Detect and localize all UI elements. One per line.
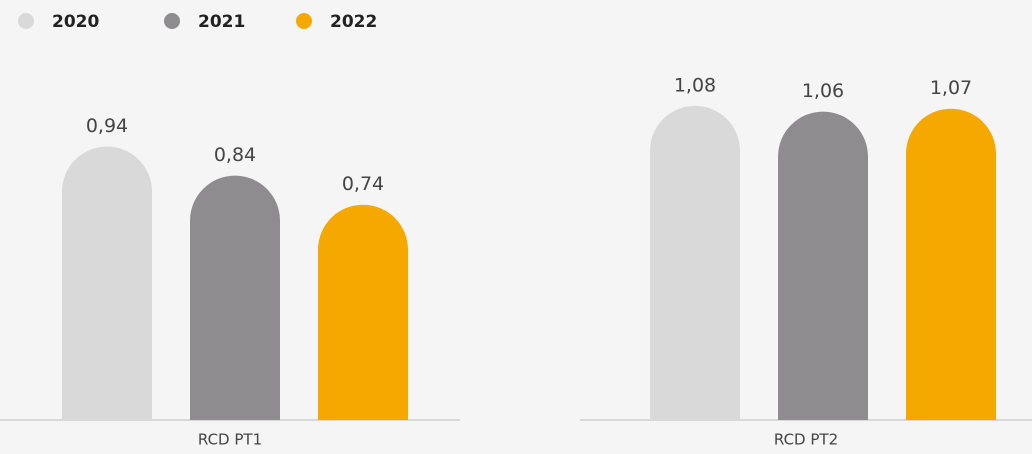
legend-label: 2022 xyxy=(330,12,377,32)
value-label: 1,06 xyxy=(802,80,844,102)
legend-label: 2021 xyxy=(198,12,245,32)
legend-label: 2020 xyxy=(52,12,99,32)
legend-swatch xyxy=(296,13,312,29)
bar xyxy=(190,175,280,420)
category-label: RCD PT1 xyxy=(198,431,262,449)
bar xyxy=(906,108,996,420)
bar xyxy=(62,146,152,420)
value-label: 0,94 xyxy=(86,115,128,137)
legend-swatch xyxy=(164,13,180,29)
category-label: RCD PT2 xyxy=(774,431,838,449)
bar xyxy=(318,204,408,420)
bar xyxy=(778,111,868,421)
value-label: 0,74 xyxy=(342,173,384,195)
value-label: 1,08 xyxy=(674,74,716,96)
legend-swatch xyxy=(18,13,34,29)
bar xyxy=(650,105,740,420)
value-label: 0,84 xyxy=(214,144,256,166)
value-label: 1,07 xyxy=(930,77,972,99)
